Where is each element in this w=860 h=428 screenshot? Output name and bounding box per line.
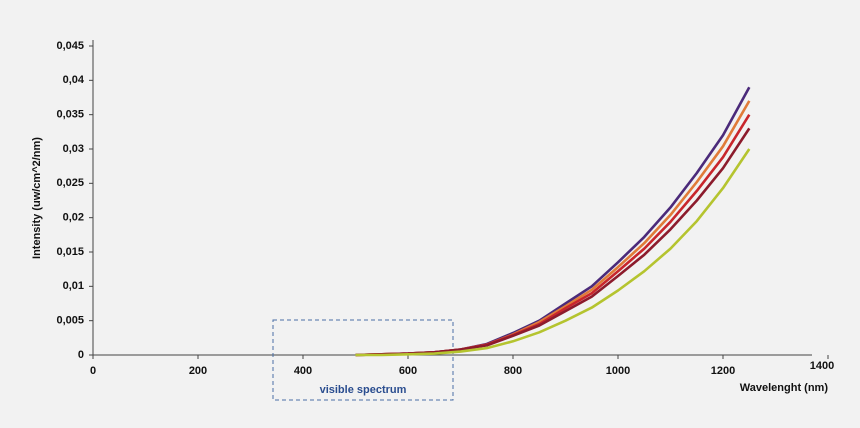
x-axis-label: Wavelenght (nm) (740, 382, 829, 394)
annotation: visible spectrum (320, 384, 407, 396)
x-tick-label: 600 (399, 365, 417, 377)
y-tick-label: 0,02 (63, 212, 84, 224)
y-tick-label: 0,035 (56, 109, 84, 121)
series-line (355, 148, 751, 357)
y-tick-label: 0,04 (63, 74, 85, 86)
visible-box (272, 319, 454, 401)
x-tick-label: 1200 (711, 365, 735, 377)
y-tick-label: 0,01 (63, 280, 84, 292)
y-tick-label: 0,025 (56, 177, 84, 189)
x-tick-label: 1000 (606, 365, 630, 377)
x-tick-label: 0 (90, 365, 96, 377)
x-tick-label: 1400 (810, 360, 834, 372)
x-tick-label: 400 (294, 365, 312, 377)
y-axis-label: Intensity (uw/cm^2/nm) (31, 137, 43, 259)
y-tick-label: 0,03 (63, 143, 84, 155)
y-tick-label: 0,045 (56, 40, 84, 52)
x-tick-label: 800 (504, 365, 522, 377)
y-tick-label: 0,005 (56, 315, 84, 327)
y-tick-label: 0,015 (56, 246, 84, 258)
x-tick-label: 200 (189, 365, 207, 377)
series-line (355, 127, 751, 357)
y-tick-label: 0 (78, 349, 84, 361)
